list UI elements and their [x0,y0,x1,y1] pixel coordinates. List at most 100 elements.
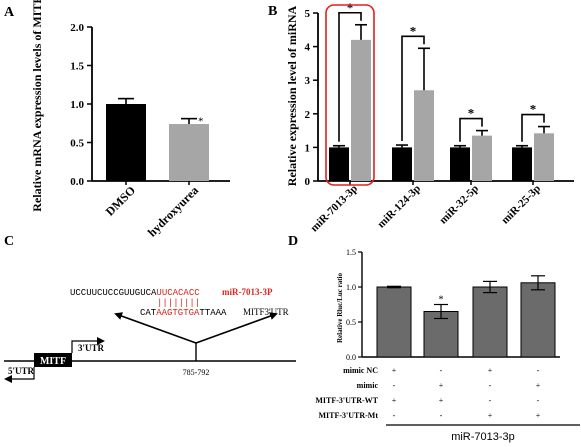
target-sequence-pre: CAT [140,308,157,318]
panel-b-plot: 0 1 2 3 4 5 * miR-7013-3p * miR-124-3p * miR-32-5p *… [305,0,574,235]
target-sequence: CATAAGTGTGATTAAA [140,308,227,318]
utr5-direction-arrow [4,367,35,383]
utr3-label: 3'UTR [78,343,105,353]
panel-d-y-tick-label: 0.0 [346,353,356,362]
panel-d-plot: 0.0 0.5 1.0 1.5 * [346,248,560,362]
panel-b-category-label: miR-7013-3p [308,183,360,235]
panel-d-condition-sign: - [440,411,443,420]
panel-a: A Relative mRNA expression levels of MIT… [4,0,230,239]
panel-b-significance-bracket [338,11,362,142]
panel-b-y-tick-label: 1 [305,142,311,154]
target-name-label: MITF3'UTR [243,307,289,317]
panel-d-x-axis-label: miR-7013-3p [451,431,515,443]
mirna-seed-sequence: UUCACACC [156,288,200,298]
panel-a-bar-2 [169,124,209,181]
panel-b-y-tick-label: 0 [305,176,311,188]
panel-d-condition-sign: + [392,396,397,405]
panel-d-row-label: mimic NC [343,366,378,375]
panel-b-category-label: miR-32-5p [437,183,481,227]
binding-site-position: 785-792 [183,368,210,377]
panel-d-condition-sign: - [537,396,540,405]
panel-d-row-label: MITF-3'UTR-Mt [318,411,378,420]
panel-b-significance-mark: * [347,0,354,15]
panel-a-category-label: hydroxyurea [145,183,201,239]
panel-a-y-tick-label: 1.5 [70,61,84,73]
panel-d-condition-sign: + [488,411,493,420]
target-seed-sequence: AAGTGTGA [156,308,200,318]
panel-a-category-label: DMSO [103,183,138,218]
panel-d-condition-sign: + [439,396,444,405]
panel-b-highlight-box [325,4,375,186]
panel-b-significance-bracket [459,117,483,142]
panel-d-bar-3 [472,286,508,358]
base-pairing-lines: |||||||| [157,298,200,308]
mirna-sequence: UCCUUCUCCGUUGUCAUUCACACC [70,288,200,298]
panel-b-bar-4-2 [534,133,554,181]
panel-b-bar-2-1 [392,147,412,181]
utr5-label: 5'UTR [8,366,35,376]
panel-a-bar-1 [106,104,146,181]
panel-b-y-tick-label: 5 [305,8,311,20]
panel-d-bar-4 [520,282,556,358]
mitf-gene-box [34,353,72,367]
panel-d-condition-sign: - [537,366,540,375]
panel-a-y-tick-label: 0.5 [70,138,84,150]
panel-b-significance-bracket [521,113,545,142]
panel-d-condition-sign: - [393,381,396,390]
panel-d-row-label: MITF-3'UTR-WT [315,396,378,405]
panel-a-y-tick-label: 0.0 [70,176,84,188]
panel-b-label: B [268,4,277,19]
panel-b-category-label: miR-124-3p [375,183,423,231]
panel-b-bar-3-2 [472,135,492,181]
panel-d-condition-sign: + [439,381,444,390]
panel-b-category-label: miR-25-3p [499,183,543,227]
panel-c-label: C [4,234,14,249]
panel-d: D Relative Rluc/Luc ratio 0.00.51.01.5* … [288,234,580,443]
panel-b-significance-bracket [401,35,425,142]
panel-d-y-tick-label: 1.0 [346,283,356,292]
panel-b-bar-1-2 [351,39,371,181]
panel-b-significance-mark: * [410,23,417,38]
panel-d-condition-sign: + [488,366,493,375]
panel-a-y-tick-label: 2.0 [70,22,84,34]
panel-b-y-tick-label: 2 [305,109,311,121]
panel-d-condition-sign: + [392,366,397,375]
right-pointer-arrow [195,312,278,344]
panel-a-y-axis-label: Relative mRNA expression levels of MITF [30,0,44,212]
panel-b-bar-4-1 [512,147,532,181]
panel-d-condition-table: mimic NC + - + - mimic - + - + MITF-3'UTR-WT + + - - MI… [315,366,540,420]
panel-b-y-axis-label: Relative expression level of miRNA [285,5,299,186]
panel-b-y-tick-label: 4 [305,42,311,54]
panel-b-bar-1-1 [329,147,349,181]
mirna-name-label: miR-7013-3P [222,287,273,297]
panel-d-condition-sign: + [536,411,541,420]
panel-d-condition-sign: + [536,381,541,390]
panel-d-significance-mark: * [439,295,444,306]
panel-d-condition-sign: - [489,396,492,405]
panel-d-y-axis-label: Relative Rluc/Luc ratio [336,273,344,343]
panel-d-bar-1 [376,286,412,358]
mitf-gene-label: MITF [40,356,66,367]
panel-b: B Relative expression level of miRNA 0 1 2… [268,0,574,234]
panel-d-label: D [288,234,298,249]
panel-b-significance-mark: * [468,106,475,121]
panel-d-y-tick-label: 0.5 [346,318,356,327]
panel-d-y-tick-label: 1.5 [346,248,356,257]
panel-a-significance-mark: * [198,116,204,128]
panel-d-condition-sign: - [440,366,443,375]
panel-b-significance-mark: * [530,102,537,117]
target-sequence-post: TTAAA [199,308,227,318]
panel-b-bar-3-1 [450,147,470,181]
panel-d-condition-sign: - [393,411,396,420]
panel-c: C UCCUUCUCCGUUGUCAUUCACACC miR-7013-3P |… [4,234,296,383]
panel-a-y-tick-label: 1.0 [70,99,84,111]
panel-b-y-tick-label: 3 [305,75,311,87]
panel-a-plot: 0.0 0.5 1.0 1.5 2.0 DMSO * hydroxyurea [70,22,230,239]
panel-d-condition-sign: - [489,381,492,390]
mirna-sequence-black: UCCUUCUCCGUUGUCA [70,288,157,298]
panel-b-bar-2-2 [414,90,434,181]
left-pointer-arrow [114,312,197,344]
panel-d-row-label: mimic [357,381,379,390]
panel-a-label: A [4,5,15,20]
